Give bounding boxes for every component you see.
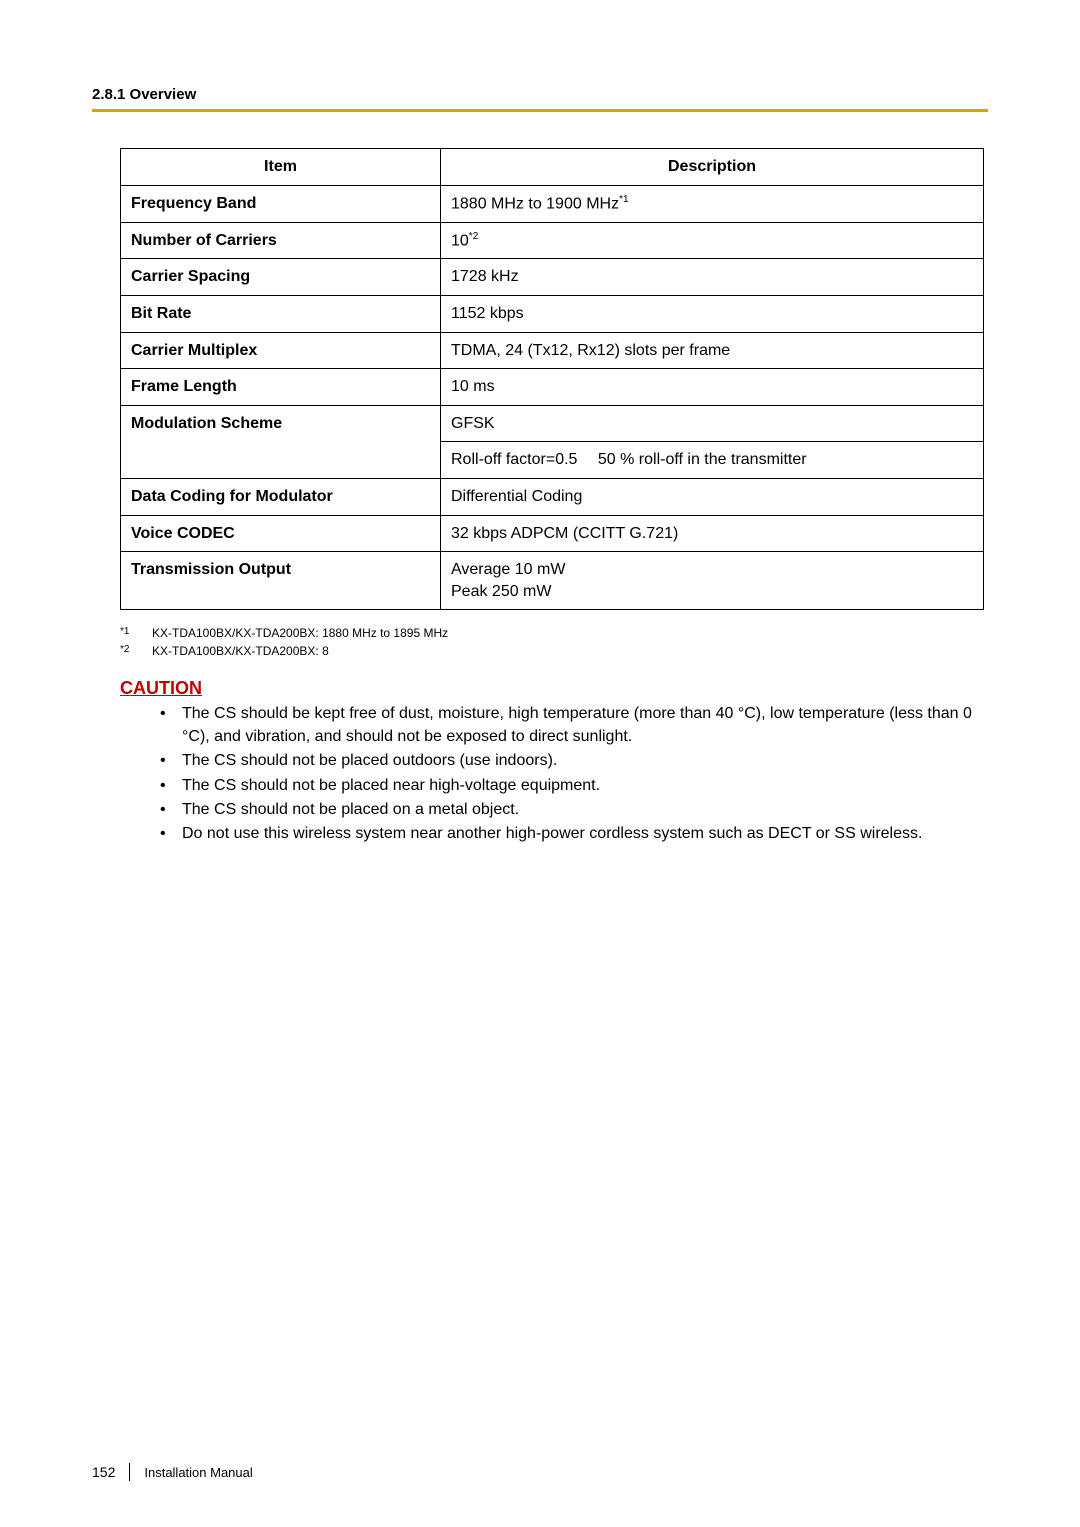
caution-title: CAUTION <box>120 678 988 699</box>
table-row: Voice CODEC32 kbps ADPCM (CCITT G.721) <box>121 515 984 552</box>
page-number: 152 <box>92 1464 115 1480</box>
spec-description: 10*2 <box>441 222 984 259</box>
footer-title: Installation Manual <box>144 1465 252 1480</box>
spec-description: Differential Coding <box>441 479 984 516</box>
section-header: 2.8.1 Overview <box>92 86 988 103</box>
spec-item: Carrier Multiplex <box>121 332 441 369</box>
footnote-mark: *2 <box>120 642 134 660</box>
table-row: Bit Rate1152 kbps <box>121 296 984 333</box>
caution-item: The CS should not be placed outdoors (us… <box>154 750 988 772</box>
footnote-text: KX-TDA100BX/KX-TDA200BX: 1880 MHz to 189… <box>152 624 448 642</box>
caution-list: The CS should be kept free of dust, mois… <box>154 703 988 845</box>
table-row: Frame Length10 ms <box>121 369 984 406</box>
header-divider <box>92 109 988 112</box>
footer-separator <box>129 1463 130 1481</box>
table-row: Transmission OutputAverage 10 mWPeak 250… <box>121 552 984 610</box>
col-item: Item <box>121 149 441 186</box>
footnote: *2 KX-TDA100BX/KX-TDA200BX: 8 <box>120 642 988 660</box>
table-row: Carrier MultiplexTDMA, 24 (Tx12, Rx12) s… <box>121 332 984 369</box>
spec-description: TDMA, 24 (Tx12, Rx12) slots per frame <box>441 332 984 369</box>
page-footer: 152 Installation Manual <box>92 1463 253 1481</box>
spec-item: Frequency Band <box>121 185 441 222</box>
table-row: Data Coding for ModulatorDifferential Co… <box>121 479 984 516</box>
footnote-text: KX-TDA100BX/KX-TDA200BX: 8 <box>152 642 329 660</box>
table-header-row: Item Description <box>121 149 984 186</box>
footnotes: *1 KX-TDA100BX/KX-TDA200BX: 1880 MHz to 1… <box>120 624 988 660</box>
footnote-ref: *2 <box>469 231 478 242</box>
footnote-ref: *1 <box>619 194 628 205</box>
spec-description: 1152 kbps <box>441 296 984 333</box>
spec-description: Average 10 mWPeak 250 mW <box>441 552 984 610</box>
spec-item: Carrier Spacing <box>121 259 441 296</box>
caution-item: The CS should not be placed near high-vo… <box>154 775 988 797</box>
footnote: *1 KX-TDA100BX/KX-TDA200BX: 1880 MHz to 1… <box>120 624 988 642</box>
caution-item: The CS should be kept free of dust, mois… <box>154 703 988 748</box>
spec-item: Bit Rate <box>121 296 441 333</box>
spec-item: Frame Length <box>121 369 441 406</box>
page: 2.8.1 Overview Item Description Frequenc… <box>0 0 1080 1527</box>
caution-item: The CS should not be placed on a metal o… <box>154 799 988 821</box>
table-row: Modulation SchemeGFSK <box>121 405 984 442</box>
caution-item: Do not use this wireless system near ano… <box>154 823 988 845</box>
col-description: Description <box>441 149 984 186</box>
table-row: Number of Carriers10*2 <box>121 222 984 259</box>
spec-item: Transmission Output <box>121 552 441 610</box>
spec-description: 32 kbps ADPCM (CCITT G.721) <box>441 515 984 552</box>
table-row: Frequency Band1880 MHz to 1900 MHz*1 <box>121 185 984 222</box>
spec-description: 1728 kHz <box>441 259 984 296</box>
spec-item: Voice CODEC <box>121 515 441 552</box>
spec-item: Modulation Scheme <box>121 405 441 478</box>
spec-description: 1880 MHz to 1900 MHz*1 <box>441 185 984 222</box>
footnote-mark: *1 <box>120 624 134 642</box>
spec-item: Number of Carriers <box>121 222 441 259</box>
spec-table: Item Description Frequency Band1880 MHz … <box>120 148 984 610</box>
table-row: Carrier Spacing1728 kHz <box>121 259 984 296</box>
spec-description: 10 ms <box>441 369 984 406</box>
spec-description: GFSK <box>441 405 984 442</box>
spec-description: Roll-off factor=0.5 50 % roll-off in the… <box>441 442 984 479</box>
spec-item: Data Coding for Modulator <box>121 479 441 516</box>
